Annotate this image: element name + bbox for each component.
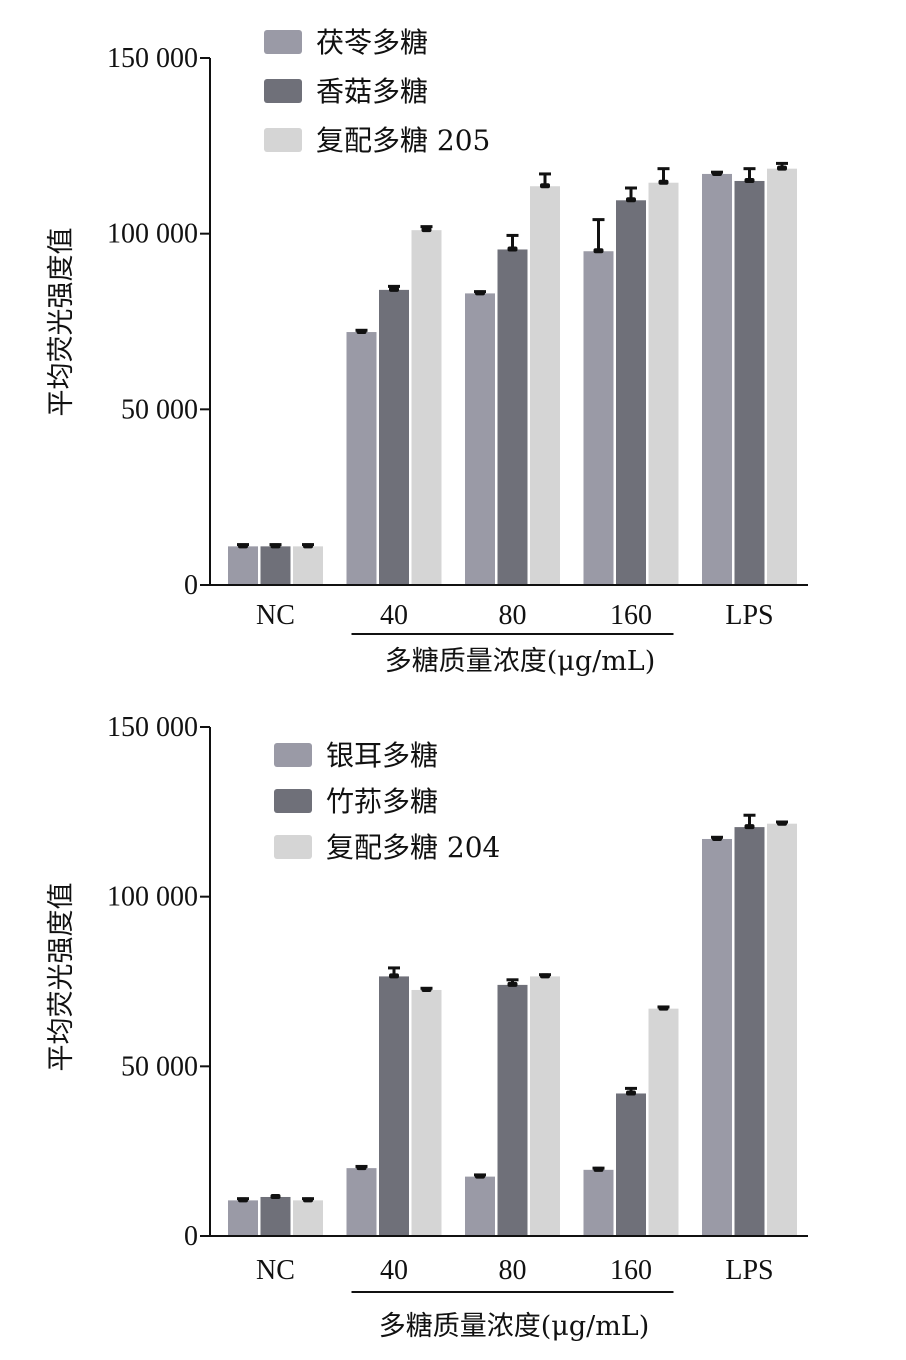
bottom-x-tick-label: 160 bbox=[610, 1255, 652, 1286]
top-y-tick-label: 150 000 bbox=[107, 43, 198, 74]
bottom-bar-cap bbox=[270, 1193, 281, 1199]
bottom-y-tick-label: 50 000 bbox=[121, 1051, 198, 1082]
top-x-tick-label: 160 bbox=[610, 600, 652, 631]
bottom-bar-3-40 bbox=[411, 989, 442, 1236]
bottom-bar-1-160 bbox=[583, 1169, 614, 1236]
bottom-x-tick-label: 40 bbox=[380, 1255, 408, 1286]
top-bar-1-NC bbox=[228, 546, 258, 585]
bottom-bar-3-LPS bbox=[767, 823, 797, 1236]
bottom-bar-1-40 bbox=[346, 1168, 377, 1236]
top-y-tick-label: 0 bbox=[184, 570, 198, 601]
top-bar-3-NC bbox=[293, 546, 323, 585]
top-x-axis-title: 多糖质量浓度(μg/mL) bbox=[385, 646, 656, 677]
bottom-bar-2-160 bbox=[616, 1093, 646, 1236]
top-y-axis-title: 平均荧光强度值 bbox=[46, 228, 77, 417]
bottom-bar-1-NC bbox=[228, 1200, 258, 1236]
top-legend-swatch-3 bbox=[264, 128, 302, 152]
bottom-bar-1-80 bbox=[465, 1176, 495, 1236]
bottom-bar-3-NC bbox=[293, 1200, 323, 1236]
top-bar-2-NC bbox=[260, 546, 291, 585]
bottom-legend-swatch-2 bbox=[274, 789, 312, 813]
bottom-y-tick-label: 0 bbox=[184, 1221, 198, 1252]
top-y-tick-label: 100 000 bbox=[107, 219, 198, 250]
bottom-legend-swatch-3 bbox=[274, 835, 312, 859]
top-bar-2-160 bbox=[616, 200, 646, 586]
bottom-bar-3-160 bbox=[648, 1008, 679, 1236]
bottom-bar-2-NC bbox=[260, 1196, 291, 1236]
top-bar-2-80 bbox=[497, 249, 528, 585]
top-bar-3-160 bbox=[648, 182, 679, 585]
top-bar-2-40 bbox=[379, 289, 409, 585]
top-legend-swatch-1 bbox=[264, 30, 302, 54]
bottom-x-tick-label: NC bbox=[256, 1255, 295, 1286]
top-y-tick-label: 50 000 bbox=[121, 394, 198, 425]
bottom-x-axis-title: 多糖质量浓度(μg/mL) bbox=[379, 1311, 650, 1342]
top-bar-3-LPS bbox=[767, 168, 797, 586]
top-bar-3-40 bbox=[411, 230, 442, 586]
bottom-bar-3-80 bbox=[530, 976, 560, 1236]
bottom-bar-2-LPS bbox=[734, 827, 765, 1236]
top-bar-1-160 bbox=[583, 251, 614, 585]
top-x-tick-label: 40 bbox=[380, 600, 408, 631]
bottom-bar-2-80 bbox=[497, 984, 528, 1236]
bottom-legend-label-1: 银耳多糖 bbox=[326, 739, 438, 772]
bottom-y-axis-title: 平均荧光强度值 bbox=[46, 883, 77, 1072]
top-legend-label-3: 复配多糖 205 bbox=[316, 124, 490, 157]
top-bar-1-80 bbox=[465, 293, 495, 585]
bottom-legend-label-2: 竹荪多糖 bbox=[326, 785, 438, 818]
bottom-x-tick-label: LPS bbox=[725, 1255, 773, 1286]
bottom-y-tick-label: 100 000 bbox=[107, 882, 198, 913]
bottom-bar-2-40 bbox=[379, 976, 409, 1236]
top-bar-chart: 0 50 000 100 000 150 000 NC 40 80 160 LPS 多糖质量浓度(… bbox=[46, 26, 808, 677]
top-legend-swatch-2 bbox=[264, 79, 302, 103]
top-bar-2-LPS bbox=[734, 180, 765, 585]
top-x-tick-label: 80 bbox=[499, 600, 527, 631]
bottom-legend-label-3: 复配多糖 204 bbox=[326, 831, 500, 864]
top-legend-label-1: 茯苓多糖 bbox=[316, 26, 428, 59]
top-bar-1-LPS bbox=[702, 173, 732, 585]
bottom-bar-1-LPS bbox=[702, 838, 732, 1236]
top-x-tick-label: NC bbox=[256, 600, 295, 631]
bottom-legend-swatch-1 bbox=[274, 743, 312, 767]
bottom-bar-chart: 0 50 000 100 000 150 000 NC 40 80 160 LPS 多糖质量浓度(… bbox=[46, 712, 808, 1342]
top-bar-1-40 bbox=[346, 332, 377, 585]
bottom-x-tick-label: 80 bbox=[499, 1255, 527, 1286]
top-bar-3-80 bbox=[530, 186, 560, 585]
top-legend-label-2: 香菇多糖 bbox=[316, 75, 428, 108]
top-x-tick-label: LPS bbox=[725, 600, 773, 631]
bottom-y-tick-label: 150 000 bbox=[107, 712, 198, 743]
